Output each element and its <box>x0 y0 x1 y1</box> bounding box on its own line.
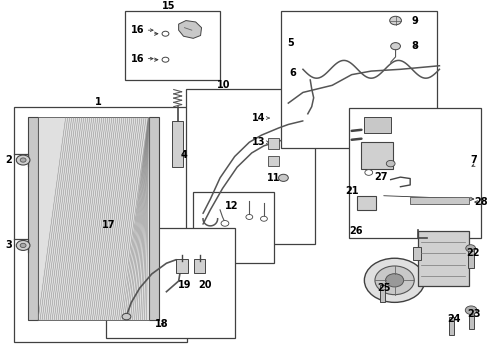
Circle shape <box>386 161 395 167</box>
Bar <box>410 197 469 204</box>
Circle shape <box>162 31 169 36</box>
Circle shape <box>246 215 253 220</box>
Bar <box>14 107 187 342</box>
Text: 27: 27 <box>374 172 388 182</box>
Polygon shape <box>179 21 201 39</box>
Bar <box>186 89 315 244</box>
Text: 28: 28 <box>474 197 488 207</box>
Bar <box>380 285 385 302</box>
Text: 17: 17 <box>102 220 116 230</box>
Circle shape <box>391 42 400 50</box>
Bar <box>176 258 188 273</box>
Bar <box>364 117 391 132</box>
Circle shape <box>466 245 475 252</box>
Text: 14: 14 <box>252 113 266 123</box>
Text: 4: 4 <box>180 150 187 160</box>
Text: 25: 25 <box>377 283 391 293</box>
Text: 12: 12 <box>225 201 239 211</box>
Bar <box>148 117 159 320</box>
Bar <box>468 248 473 268</box>
Text: 10: 10 <box>217 80 231 90</box>
Bar <box>194 258 205 273</box>
Bar <box>268 156 279 166</box>
Text: 3: 3 <box>5 240 12 251</box>
Text: 5: 5 <box>287 37 294 48</box>
Text: 11: 11 <box>267 173 280 183</box>
Text: 24: 24 <box>447 314 461 324</box>
Text: 7: 7 <box>470 155 477 165</box>
Circle shape <box>466 306 477 315</box>
Bar <box>469 310 473 329</box>
Circle shape <box>20 158 26 162</box>
Text: 19: 19 <box>178 280 192 289</box>
Circle shape <box>279 174 288 181</box>
Circle shape <box>16 155 30 165</box>
Bar <box>268 138 279 149</box>
Text: 23: 23 <box>467 309 480 319</box>
Bar <box>38 117 148 320</box>
Text: 2: 2 <box>5 155 12 165</box>
Text: 20: 20 <box>198 280 212 289</box>
Text: 15: 15 <box>162 1 175 11</box>
Text: 6: 6 <box>290 68 296 78</box>
Text: 13: 13 <box>252 137 266 147</box>
Text: 8: 8 <box>412 41 418 51</box>
Circle shape <box>375 266 414 294</box>
Bar <box>449 316 454 335</box>
Bar <box>349 108 481 238</box>
Circle shape <box>20 243 26 248</box>
Text: 26: 26 <box>349 226 362 236</box>
Bar <box>125 10 220 80</box>
Text: 16: 16 <box>131 54 145 64</box>
Circle shape <box>16 240 30 251</box>
Circle shape <box>390 16 401 25</box>
Circle shape <box>221 221 229 226</box>
Bar <box>362 142 393 169</box>
Bar <box>357 195 376 210</box>
Circle shape <box>365 258 425 302</box>
Text: 18: 18 <box>155 319 169 329</box>
Bar <box>27 117 38 320</box>
Bar <box>281 10 437 148</box>
Text: 21: 21 <box>345 186 359 196</box>
Bar <box>172 121 183 167</box>
Circle shape <box>261 216 268 221</box>
Circle shape <box>162 57 169 62</box>
Bar <box>193 192 274 263</box>
Text: 9: 9 <box>412 15 418 26</box>
Bar <box>413 247 421 260</box>
Circle shape <box>365 170 373 175</box>
Text: 22: 22 <box>466 248 479 257</box>
Text: 1: 1 <box>95 98 101 107</box>
Bar <box>417 231 469 286</box>
Circle shape <box>122 314 131 320</box>
Text: 16: 16 <box>131 25 145 35</box>
Bar <box>105 228 235 338</box>
Circle shape <box>386 274 404 287</box>
